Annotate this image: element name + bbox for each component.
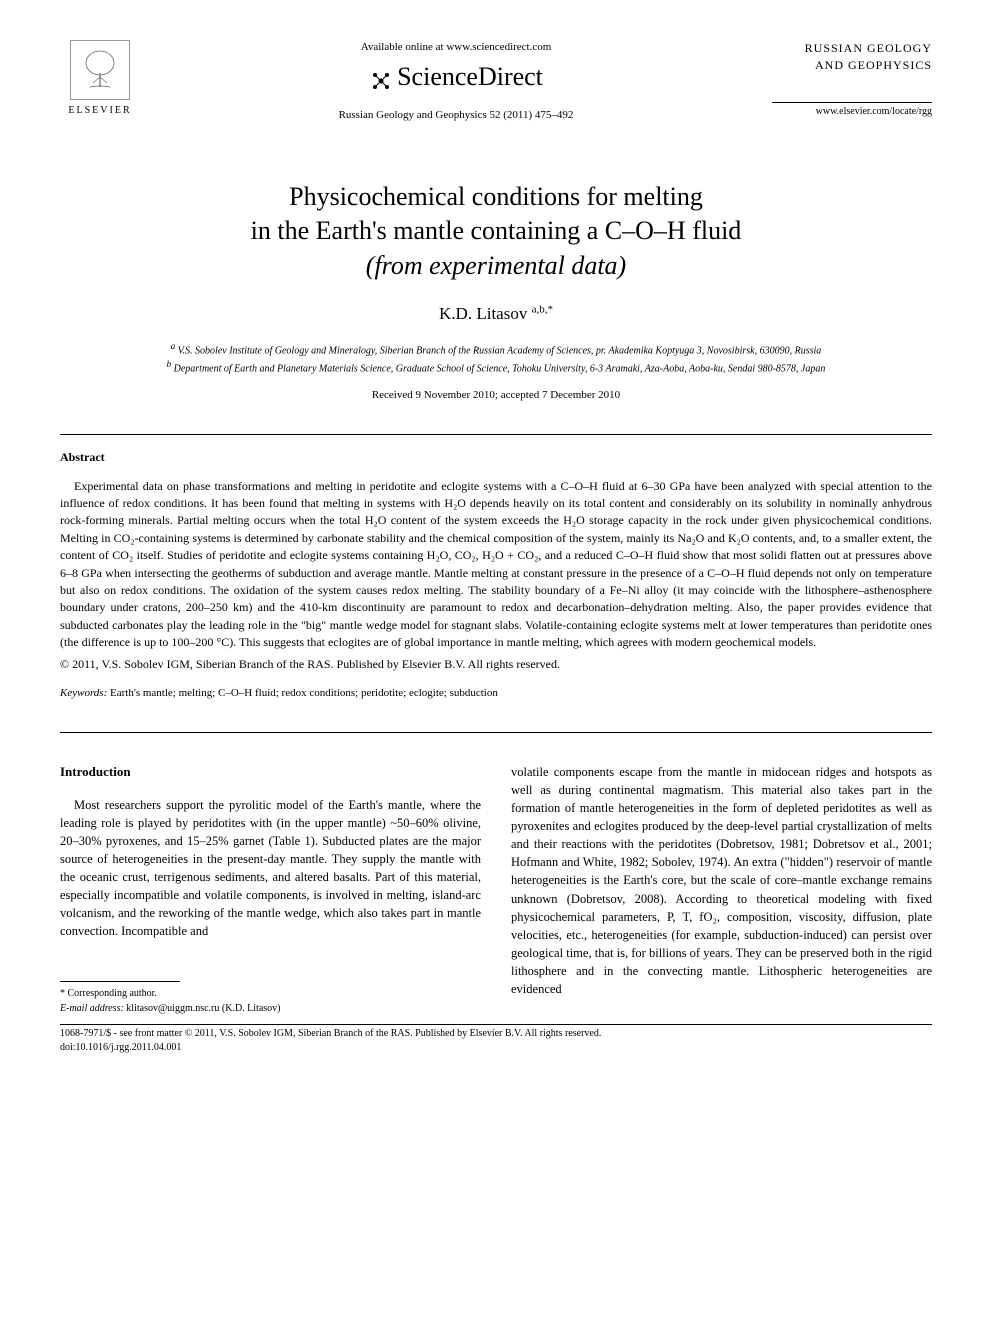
footnote-separator [60,981,180,982]
right-header: RUSSIAN GEOLOGY AND GEOPHYSICS www.elsev… [772,40,932,119]
journal-name-line2: AND GEOPHYSICS [772,57,932,74]
affiliation-a: a V.S. Sobolev Institute of Geology and … [60,340,932,358]
sciencedirect-logo: ScienceDirect [140,59,772,95]
affiliations: a V.S. Sobolev Institute of Geology and … [60,340,932,377]
affiliation-b: b Department of Earth and Planetary Mate… [60,358,932,376]
introduction-heading: Introduction [60,763,481,782]
affil-a-label: a [171,341,176,351]
footer-rule [60,1024,932,1025]
author-line: K.D. Litasov a,b,* [60,302,932,326]
footer-text: 1068-7971/$ - see front matter © 2011, V… [60,1027,932,1055]
abstract-copyright: © 2011, V.S. Sobolev IGM, Siberian Branc… [60,656,932,673]
corresponding-label: * Corresponding author. [60,986,481,1001]
journal-url: www.elsevier.com/locate/rgg [772,102,932,119]
abstract-text: Experimental data on phase transformatio… [60,478,932,652]
sciencedirect-icon [369,67,393,91]
email-address: klitasov@uiggm.nsc.ru (K.D. Litasov) [124,1003,281,1014]
footer-line1: 1068-7971/$ - see front matter © 2011, V… [60,1027,932,1041]
article-subtitle: (from experimental data) [60,248,932,284]
available-online-text: Available online at www.sciencedirect.co… [140,40,772,55]
keywords-label: Keywords: [60,687,107,699]
keywords-text: Earth's mantle; melting; C–O–H fluid; re… [107,687,498,699]
corresponding-author-footnote: * Corresponding author. E-mail address: … [60,986,481,1016]
center-header: Available online at www.sciencedirect.co… [140,40,772,123]
title-block: Physicochemical conditions for melting i… [60,180,932,404]
two-column-body: Introduction Most researchers support th… [60,763,932,1016]
affil-b-label: b [167,359,172,369]
email-line: E-mail address: klitasov@uiggm.nsc.ru (K… [60,1001,481,1016]
received-accepted-dates: Received 9 November 2010; accepted 7 Dec… [60,388,932,403]
author-affil-sup: a,b,* [532,303,553,315]
article-title-line1: Physicochemical conditions for melting [60,180,932,214]
journal-name-line1: RUSSIAN GEOLOGY [772,40,932,57]
elsevier-logo: ELSEVIER [60,40,140,130]
elsevier-tree-icon [70,40,130,100]
article-title-line2: in the Earth's mantle containing a C–O–H… [60,214,932,248]
keywords-line: Keywords: Earth's mantle; melting; C–O–H… [60,686,932,701]
footer-line2: doi:10.1016/j.rgg.2011.04.001 [60,1041,932,1055]
intro-para-left: Most researchers support the pyrolitic m… [60,796,481,941]
right-column: volatile components escape from the mant… [511,763,932,1016]
affil-b-text: Department of Earth and Planetary Materi… [174,363,826,374]
author-name: K.D. Litasov [439,304,527,323]
left-column: Introduction Most researchers support th… [60,763,481,1016]
abstract-heading: Abstract [60,449,932,466]
journal-reference: Russian Geology and Geophysics 52 (2011)… [140,108,772,123]
email-label: E-mail address: [60,1003,124,1014]
rule-below-keywords [60,732,932,733]
sciencedirect-text: ScienceDirect [397,62,543,91]
intro-para-right: volatile components escape from the mant… [511,763,932,999]
elsevier-wordmark: ELSEVIER [68,104,131,118]
rule-above-abstract [60,434,932,435]
affil-a-text: V.S. Sobolev Institute of Geology and Mi… [178,345,822,356]
header-row: ELSEVIER Available online at www.science… [60,40,932,130]
